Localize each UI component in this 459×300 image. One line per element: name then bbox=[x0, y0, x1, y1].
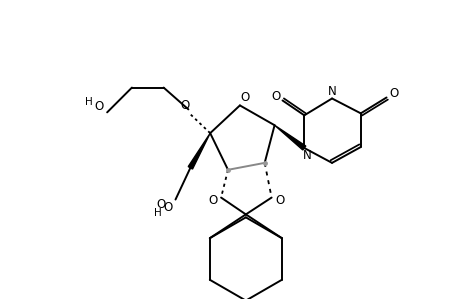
Text: O: O bbox=[389, 87, 398, 100]
Text: O: O bbox=[208, 194, 217, 207]
Text: O: O bbox=[274, 194, 284, 207]
Text: O: O bbox=[270, 90, 280, 103]
Text: H: H bbox=[153, 208, 161, 218]
Polygon shape bbox=[188, 133, 210, 169]
Text: H: H bbox=[85, 98, 93, 107]
Text: O: O bbox=[156, 198, 165, 211]
Text: N: N bbox=[302, 149, 311, 162]
Text: O: O bbox=[180, 99, 190, 112]
Text: O: O bbox=[240, 91, 249, 104]
Text: N: N bbox=[327, 85, 336, 98]
Polygon shape bbox=[274, 125, 305, 150]
Text: O: O bbox=[95, 100, 104, 113]
Text: O: O bbox=[162, 201, 172, 214]
